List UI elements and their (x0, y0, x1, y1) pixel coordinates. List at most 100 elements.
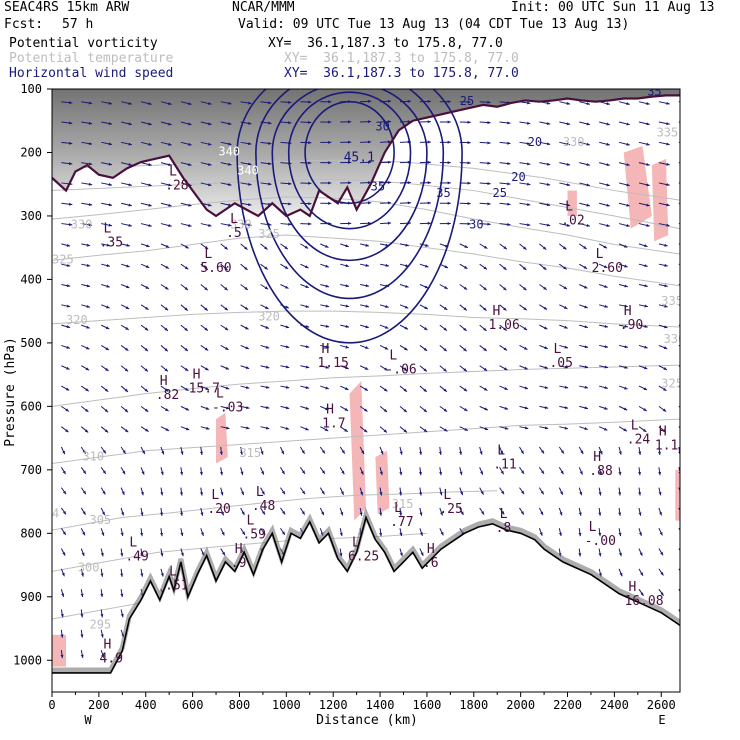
extremum-low-marker: L (565, 199, 573, 214)
extremum-value: .77 (390, 515, 413, 530)
wind-vector-head (387, 160, 392, 164)
wind-vector-head (367, 160, 372, 164)
legend-theta-name: Potential temperature (9, 51, 174, 66)
wind-vector-head (487, 202, 491, 206)
wind-vector-head (208, 203, 212, 207)
wind-vector-head (604, 365, 608, 369)
wind-vector-head (444, 265, 449, 268)
contour-label: 4 (52, 506, 59, 520)
wind-vector-head (125, 285, 130, 289)
extremum-value: 1.15 (317, 356, 348, 371)
wind-vector-head (325, 365, 330, 369)
wind-vector-head (403, 429, 407, 433)
wind-vector-head (427, 201, 431, 205)
wind-vector-head (507, 141, 511, 145)
wind-vector-head (640, 572, 643, 576)
x-tick-label: 1600 (412, 698, 441, 712)
extremum-low-marker: L (631, 418, 639, 433)
wind-vector-head (364, 366, 369, 370)
wind-vector-head (383, 408, 388, 412)
wind-vector-head (659, 531, 663, 536)
wind-vector-head (527, 202, 531, 206)
wind-vector-head (640, 592, 644, 596)
wind-vector-head (344, 428, 348, 432)
wind-vector-head (657, 451, 662, 455)
wind-vector-head (225, 406, 230, 410)
y-axis-label: Pressure (hPa) (3, 337, 18, 447)
wind-vector-head (241, 511, 245, 515)
wind-vector-head (208, 162, 212, 166)
wind-vector-head (423, 408, 427, 413)
wind-vector-head (348, 221, 352, 225)
wind-vector-head (145, 428, 149, 432)
wind-vector-head (168, 203, 172, 207)
wind-vector-head (586, 223, 590, 227)
wind-vector-head (586, 102, 590, 106)
wind-vector-head (664, 263, 668, 267)
contour-label: 340 (237, 164, 259, 178)
theta-contour-325 (52, 234, 680, 287)
wind-vector-head (84, 408, 89, 412)
wind-vector-head (480, 491, 484, 495)
wind-vector-head (520, 450, 524, 454)
wind-vector-head (524, 406, 529, 410)
extremum-value: -.06 (385, 362, 416, 377)
wind-vector-head (563, 266, 567, 270)
wind-vector-head (242, 531, 246, 535)
wind-vector-head (365, 304, 369, 308)
wind-vector-head (68, 121, 73, 125)
wind-vector-head (560, 450, 564, 454)
wind-vector-head (501, 490, 505, 495)
wind-vector-head (578, 532, 582, 537)
wind-vector-head (463, 327, 467, 331)
wind-vector-head (686, 122, 689, 125)
wind-vector-head (62, 490, 66, 495)
wind-vector-head (662, 408, 667, 412)
wind-vector-head (264, 286, 269, 290)
wind-vector-head (146, 244, 150, 248)
wind-vector-head (566, 142, 571, 146)
wind-speed-contour-35 (287, 91, 412, 230)
wind-vector-head (185, 407, 189, 411)
wind-vector-head (603, 265, 608, 268)
wind-vector-head (268, 141, 272, 145)
extremum-value: -.03 (212, 401, 243, 416)
wind-vector-head (364, 408, 368, 412)
wind-vector-head (464, 244, 468, 248)
wind-vector-head (224, 246, 228, 250)
wind-vector-head (447, 201, 451, 205)
wind-vector-head (423, 327, 428, 331)
wind-vector-head (66, 366, 70, 370)
wind-vector-head (666, 162, 670, 166)
y-tick-label: 400 (20, 272, 42, 286)
wind-vector-head (328, 161, 332, 165)
wind-vector-head (304, 245, 309, 249)
wind-vector-head (643, 387, 648, 390)
wind-vector-head (108, 203, 112, 207)
wind-vector-head (188, 163, 192, 167)
extremum-value: 1.7 (322, 416, 345, 431)
y-tick-label: 900 (20, 590, 42, 604)
extremum-value: .11 (493, 458, 516, 473)
wind-vector-head (62, 510, 67, 515)
wind-vector-head (101, 511, 105, 516)
wind-vector-head (185, 427, 190, 431)
wind-vector-head (463, 408, 468, 411)
wind-vector-head (624, 304, 628, 308)
wind-vector-head (248, 121, 252, 125)
wind-vector-head (188, 223, 192, 227)
wind-vector-head (479, 451, 483, 455)
wind-vector-head (443, 347, 447, 352)
wind-vector-head (265, 345, 270, 349)
wind-vector-head (164, 388, 169, 392)
wind-vector-head (639, 552, 643, 556)
wind-vector-head (365, 243, 369, 247)
wind-vector-head (447, 181, 451, 185)
wind-vector-head (626, 122, 630, 126)
wind-vector-head (586, 122, 590, 126)
wind-vector-head (558, 532, 562, 537)
wind-vector-head (584, 406, 588, 410)
wind-vector-head (367, 140, 372, 144)
wind-vector-head (248, 182, 252, 186)
